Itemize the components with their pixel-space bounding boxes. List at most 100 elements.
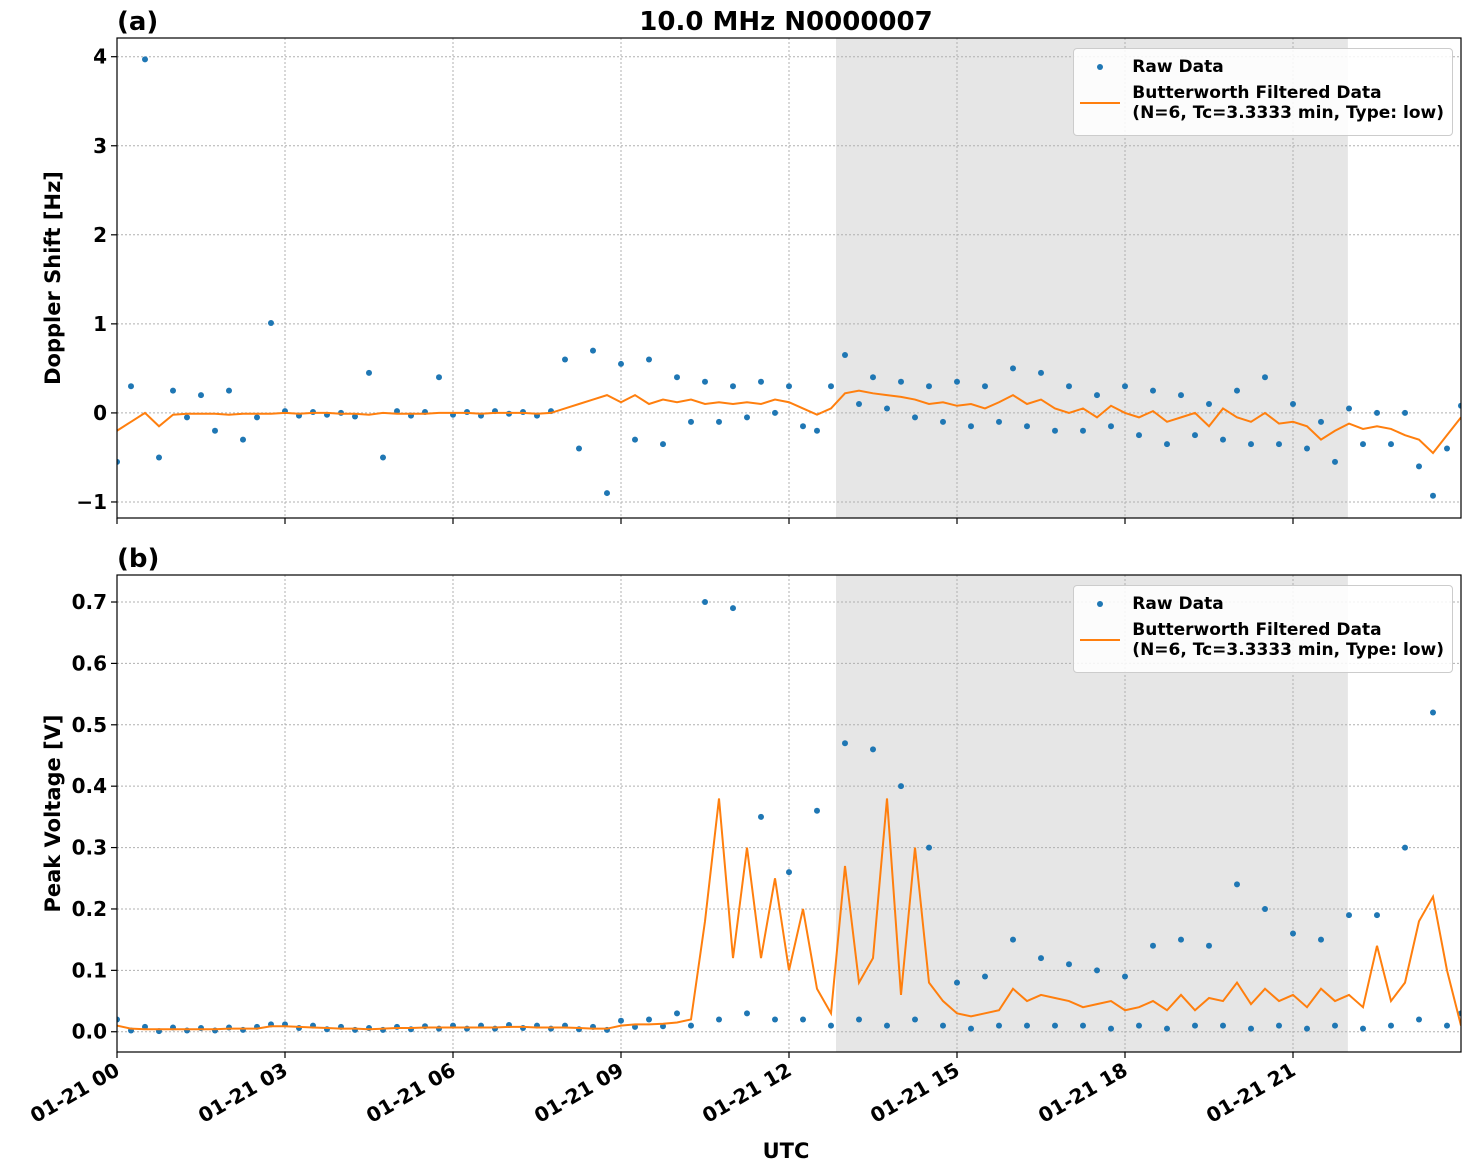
raw-point xyxy=(254,414,260,421)
raw-point xyxy=(1052,427,1058,434)
raw-point xyxy=(912,1016,918,1023)
legend: Raw Data Butterworth Filtered Data (N=6, … xyxy=(1073,585,1453,673)
raw-point xyxy=(758,813,764,820)
raw-point xyxy=(744,1010,750,1017)
raw-point xyxy=(268,319,274,326)
raw-point xyxy=(1024,1022,1030,1029)
x-tick-label: 01-21 12 xyxy=(698,1058,796,1128)
raw-point xyxy=(996,418,1002,425)
legend-key xyxy=(1097,64,1104,70)
raw-point xyxy=(870,374,876,381)
x-tick-label: 01-21 09 xyxy=(530,1058,628,1128)
raw-point xyxy=(702,599,708,606)
raw-point xyxy=(1388,1022,1394,1029)
raw-point xyxy=(618,1017,624,1024)
raw-point xyxy=(1122,383,1128,390)
raw-point xyxy=(1262,374,1268,381)
raw-point xyxy=(604,490,610,497)
legend: Raw Data Butterworth Filtered Data (N=6, … xyxy=(1073,48,1453,136)
raw-point xyxy=(1346,912,1352,919)
raw-point xyxy=(674,374,680,381)
raw-point xyxy=(1234,387,1240,394)
x-tick-label: 01-21 21 xyxy=(1202,1058,1300,1128)
raw-point xyxy=(800,423,806,430)
raw-point xyxy=(996,1022,1002,1029)
y-tick-label: 3 xyxy=(93,134,107,158)
legend-entry: Raw Data xyxy=(1080,594,1444,614)
raw-point xyxy=(926,844,932,851)
raw-point xyxy=(1430,709,1436,716)
raw-point xyxy=(1416,463,1422,470)
y-tick-label: 0.2 xyxy=(72,897,107,921)
legend-label: Butterworth Filtered Data (N=6, Tc=3.333… xyxy=(1132,83,1444,123)
raw-point xyxy=(898,783,904,790)
raw-point xyxy=(198,392,204,399)
raw-point xyxy=(632,436,638,443)
raw-point xyxy=(1164,1025,1170,1032)
raw-point xyxy=(1304,445,1310,452)
raw-point xyxy=(1108,1025,1114,1032)
raw-point xyxy=(1444,445,1450,452)
y-tick-label: 0.6 xyxy=(72,651,107,675)
raw-point xyxy=(1164,441,1170,448)
raw-point xyxy=(212,427,218,434)
raw-point xyxy=(646,1016,652,1023)
raw-point xyxy=(1262,905,1268,912)
legend-label: Raw Data xyxy=(1132,57,1224,77)
raw-point xyxy=(1304,1025,1310,1032)
y-tick-label: 4 xyxy=(93,45,107,69)
raw-point xyxy=(898,378,904,385)
raw-point xyxy=(1346,405,1352,412)
raw-point xyxy=(968,1025,974,1032)
raw-point xyxy=(786,383,792,390)
raw-point xyxy=(660,441,666,448)
raw-point xyxy=(226,387,232,394)
raw-point xyxy=(730,383,736,390)
raw-point xyxy=(884,405,890,412)
raw-point xyxy=(1108,423,1114,430)
raw-point xyxy=(1360,441,1366,448)
legend-label: Butterworth Filtered Data (N=6, Tc=3.333… xyxy=(1132,620,1444,660)
raw-point xyxy=(842,740,848,747)
raw-point xyxy=(814,807,820,814)
raw-point xyxy=(1374,409,1380,416)
raw-point xyxy=(954,979,960,986)
raw-point xyxy=(828,383,834,390)
raw-point xyxy=(688,418,694,425)
raw-point xyxy=(1276,441,1282,448)
x-tick-label: 01-21 15 xyxy=(866,1058,964,1128)
x-tick-label: 01-21 06 xyxy=(362,1058,460,1128)
raw-point xyxy=(926,383,932,390)
raw-point xyxy=(1360,1025,1366,1032)
raw-point xyxy=(1136,432,1142,439)
axes-frame xyxy=(116,37,1462,519)
raw-point xyxy=(730,605,736,612)
x-tick-label: 01-21 03 xyxy=(194,1058,292,1128)
raw-point xyxy=(940,418,946,425)
raw-point xyxy=(744,414,750,421)
raw-point xyxy=(1388,441,1394,448)
raw-point xyxy=(352,413,358,420)
legend-entry: Butterworth Filtered Data (N=6, Tc=3.333… xyxy=(1080,83,1444,123)
raw-point xyxy=(1150,387,1156,394)
raw-point xyxy=(716,1016,722,1023)
raw-point xyxy=(128,383,134,390)
y-tick-label: 2 xyxy=(93,223,107,247)
y-tick-label: 0.1 xyxy=(72,958,107,982)
raw-point xyxy=(772,1016,778,1023)
raw-point xyxy=(982,383,988,390)
raw-point xyxy=(1220,436,1226,443)
raw-point xyxy=(1080,427,1086,434)
raw-point xyxy=(1248,1025,1254,1032)
raw-point xyxy=(380,454,386,461)
raw-point xyxy=(1080,1022,1086,1029)
raw-point xyxy=(1318,418,1324,425)
raw-point xyxy=(1332,458,1338,465)
raw-point xyxy=(912,414,918,421)
raw-point xyxy=(170,387,176,394)
raw-point xyxy=(1066,961,1072,968)
raw-point xyxy=(716,418,722,425)
raw-point xyxy=(786,869,792,876)
y-tick-label: 0.7 xyxy=(72,590,107,614)
raw-point xyxy=(982,973,988,980)
